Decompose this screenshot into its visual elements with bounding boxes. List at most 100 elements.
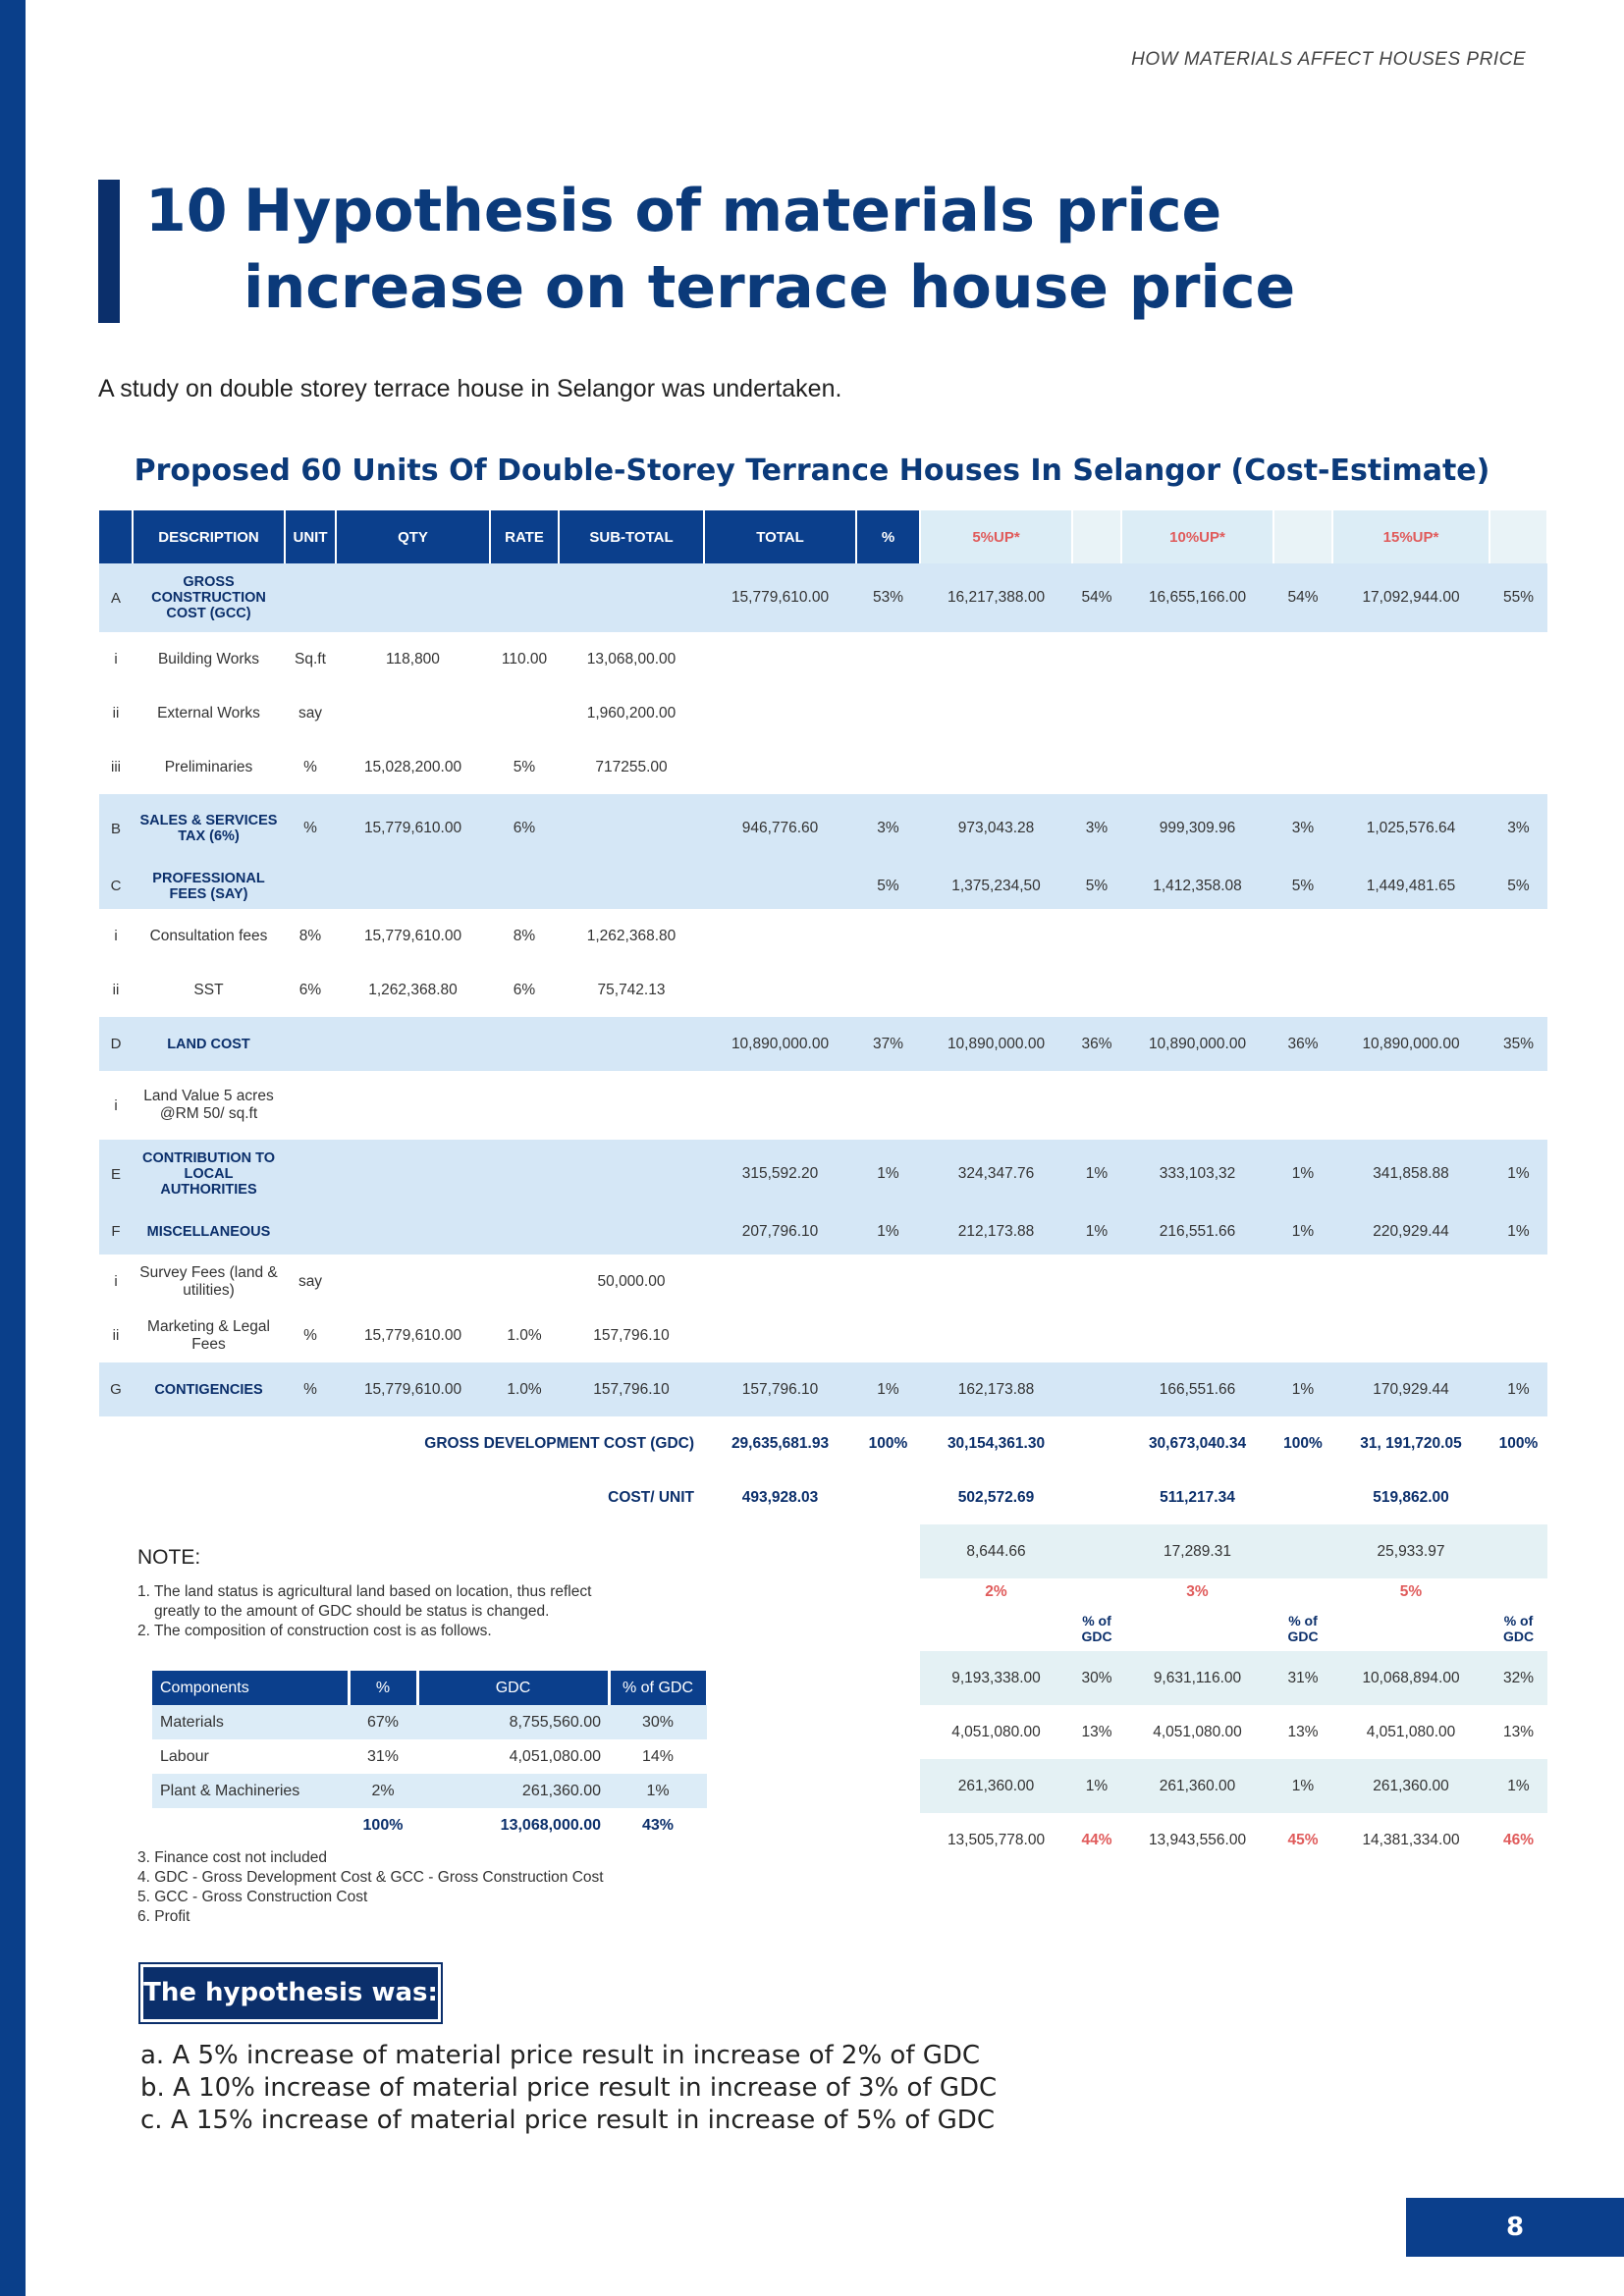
scenario-cell: 4,051,080.00 (951, 1723, 1041, 1740)
gdc-cell (1072, 1416, 1121, 1470)
cell-sub: 1,960,200.00 (586, 704, 677, 721)
cell-desc: Building Works (157, 650, 260, 667)
cell-qty: 15,779,610.00 (336, 1362, 490, 1416)
notes-bottom: 3. Finance cost not included 4. GDC - Gr… (137, 1848, 604, 1927)
cell-qty (336, 1208, 490, 1255)
cell-qty: 15,779,610.00 (363, 927, 462, 944)
scenario-cell: 261,360.00 (1332, 1759, 1489, 1813)
cell-p5 (1072, 1255, 1121, 1308)
cell-desc: External Works (157, 704, 260, 721)
cell-p10 (1273, 1255, 1332, 1308)
scenario-cell: 14,381,334.00 (1362, 1831, 1460, 1848)
cell-pct (856, 1308, 920, 1362)
header-cell (1072, 510, 1122, 563)
cell-u15 (1332, 1255, 1489, 1308)
cell-u15: 170,929.44 (1332, 1362, 1489, 1416)
cell-letter: i (114, 651, 118, 667)
components-total-row: 100% 13,068,000.00 43% (152, 1808, 707, 1842)
cell-p5: 36% (1072, 1017, 1121, 1071)
cell-p15: 3% (1489, 794, 1547, 863)
cell-total (704, 1071, 856, 1140)
table-row: B SALES & SERVICES TAX (6%)% 15,779,610.00… (99, 794, 1547, 863)
cell-p15 (1489, 1255, 1547, 1308)
cell-p15 (1489, 686, 1547, 740)
header-cell (99, 510, 134, 563)
cost-unit-cell: 493,928.03 (741, 1488, 819, 1506)
cell-u15 (1332, 1071, 1489, 1140)
cost-unit-cell (1489, 1470, 1547, 1524)
cell-desc: Consultation fees (149, 927, 268, 944)
components-row: Plant & Machineries 2% 261,360.00 1% (152, 1774, 707, 1808)
cell-qty: 118,800 (386, 650, 440, 667)
comp-cell: 2% (349, 1774, 417, 1808)
components-header-row: Components % GDC % of GDC (152, 1671, 709, 1705)
note-heading: NOTE: (137, 1546, 201, 1569)
difference-row: 8,644.66 17,289.31 25,933.97 (99, 1524, 1547, 1578)
cell-rate (490, 863, 559, 909)
cell-unit (285, 1208, 336, 1255)
cell-p5: 1% (1072, 1140, 1121, 1208)
cell-u15 (1332, 909, 1489, 963)
gdc-cell: 30,673,040.34 (1148, 1434, 1247, 1452)
cost-unit-cell: 511,217.34 (1160, 1488, 1235, 1506)
cell-letter: E (99, 1140, 133, 1208)
cell-total: 10,890,000.00 (704, 1017, 856, 1071)
cell-rate: 8% (513, 927, 536, 944)
title-line-1: Hypothesis of materials price (244, 177, 1222, 245)
cell-qty: 1,262,368.80 (368, 981, 458, 998)
spacer (1121, 1606, 1273, 1651)
hypothesis-item: a. A 5% increase of material price resul… (140, 2041, 981, 2070)
cell-p5: 3% (1072, 794, 1121, 863)
spacer (1489, 1578, 1547, 1606)
cell-qty: 15,028,200.00 (363, 758, 462, 775)
scenario-cell: 261,360.00 (1121, 1759, 1273, 1813)
note-5: 5. GCC - Gross Construction Cost (137, 1889, 368, 1905)
comp-header: % of GDC (609, 1671, 709, 1705)
cell-sub (559, 563, 704, 632)
cell-unit: % (285, 794, 336, 863)
gdc-label: GROSS DEVELOPMENT COST (GDC) (424, 1434, 694, 1452)
cell-sub (559, 1208, 704, 1255)
cell-u15 (1332, 1308, 1489, 1362)
cell-p10 (1273, 909, 1332, 963)
cell-desc: Preliminaries (164, 758, 253, 775)
cell-p5: 5% (1072, 863, 1121, 909)
cell-sub: 157,796.10 (593, 1326, 670, 1344)
cell-letter: ii (112, 1327, 120, 1344)
cell-u10: 16,655,166.00 (1121, 563, 1273, 632)
cell-u10 (1121, 909, 1273, 963)
table-row: C PROFESSIONAL FEES (SAY) 5% 1,375,234,50 5%… (99, 863, 1547, 909)
gdc-cell: 100% (1283, 1434, 1323, 1452)
table-row: G CONTIGENCIES% 15,779,610.00 1.0% 157,796.1… (99, 1362, 1547, 1416)
cell-total: 157,796.10 (704, 1362, 856, 1416)
cost-unit-cell: 519,862.00 (1373, 1488, 1449, 1506)
cell-unit: 8% (298, 927, 322, 944)
cell-p5 (1072, 1362, 1121, 1416)
cell-p15: 5% (1489, 863, 1547, 909)
cell-u10 (1121, 686, 1273, 740)
scenario-cell: 10,068,894.00 (1332, 1651, 1489, 1705)
cell-total (704, 632, 856, 686)
diff-pct-10: 3% (1186, 1583, 1209, 1600)
diff-10: 17,289.31 (1121, 1524, 1273, 1578)
scenario-cell: 1% (1072, 1759, 1121, 1813)
cell-rate: 6% (490, 794, 559, 863)
cell-total: 207,796.10 (704, 1208, 856, 1255)
cell-u15: 1,025,576.64 (1332, 794, 1489, 863)
cell-p10: 1% (1273, 1140, 1332, 1208)
scenario-row: 261,360.00 1% 261,360.00 1% 261,360.00 1% (99, 1759, 1547, 1813)
cell-u15: 10,890,000.00 (1332, 1017, 1489, 1071)
components-table: Components % GDC % of GDC Materials 67% … (152, 1671, 709, 1842)
gdc-cell: 29,635,681.93 (731, 1434, 830, 1452)
cell-u5: 324,347.76 (920, 1140, 1072, 1208)
comp-cell: 261,360.00 (417, 1774, 609, 1808)
cost-unit-row: COST/ UNIT 493,928.03 502,572.69 511,217.34… (99, 1470, 1547, 1524)
diff-15: 25,933.97 (1332, 1524, 1489, 1578)
section-number: 10 (145, 177, 228, 245)
cell-sub: 1,262,368.80 (586, 927, 677, 944)
cost-unit-cell: 502,572.69 (957, 1488, 1035, 1506)
cell-u10 (1121, 632, 1273, 686)
cell-p15: 35% (1489, 1017, 1547, 1071)
hypothesis-label: The hypothesis was: (138, 1962, 443, 2024)
scenario-cell: 13,505,778.00 (947, 1831, 1046, 1848)
